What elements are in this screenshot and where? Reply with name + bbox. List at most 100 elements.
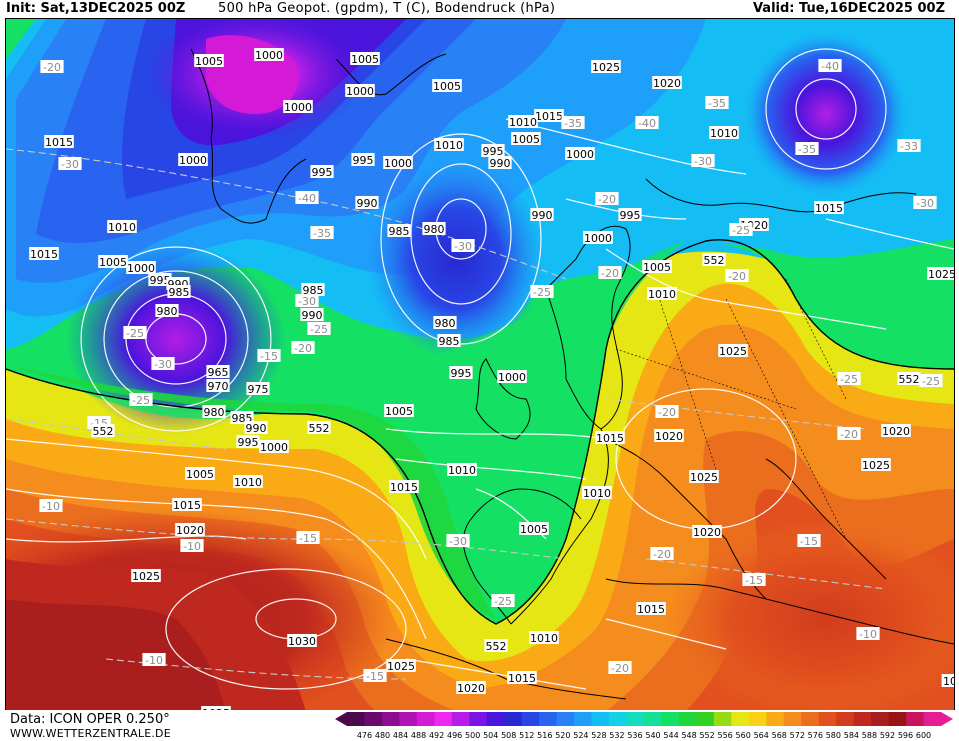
- legend-tick-label: 500: [465, 731, 480, 740]
- legend-tick-label: 512: [519, 731, 534, 740]
- temp-label: -30: [913, 196, 937, 210]
- pressure-label-text: 985: [439, 335, 460, 348]
- legend-tick-label: 484: [393, 731, 408, 740]
- pressure-label: 985: [301, 283, 325, 297]
- legend-swatch: [871, 712, 890, 726]
- temp-label: -15: [363, 669, 387, 683]
- pressure-label-text: 1030: [288, 635, 316, 648]
- temp-label-text: -30: [454, 240, 472, 253]
- pressure-label-text: 1025: [202, 707, 230, 711]
- temp-label: -10: [180, 539, 204, 553]
- pressure-label: 1010: [233, 475, 263, 489]
- temp-label: -30: [691, 154, 715, 168]
- pressure-label: 990: [488, 156, 512, 170]
- pressure-label: 980: [422, 222, 446, 236]
- pressure-label-text: 1005: [99, 256, 127, 269]
- pressure-label-text: 1005: [195, 55, 223, 68]
- pressure-label-text: 1010: [530, 632, 558, 645]
- legend-swatch: [434, 712, 453, 726]
- legend-swatch: [539, 712, 558, 726]
- legend-tick-label: 576: [808, 731, 823, 740]
- pressure-label-text: 1015: [173, 499, 201, 512]
- legend-tick-label: 580: [826, 731, 841, 740]
- legend-swatch: [504, 712, 523, 726]
- map-header: Init: Sat,13DEC2025 00Z 500 hPa Geopot. …: [0, 0, 959, 18]
- weather-map[interactable]: 1005 1000 1005 1000 1005 1025 1020 1015 1000 1000…: [5, 18, 955, 712]
- pressure-label: 1010: [508, 115, 538, 129]
- legend-tick-label: 544: [663, 731, 678, 740]
- temp-label-text: -20: [294, 342, 312, 355]
- pressure-label-text: 985: [389, 225, 410, 238]
- temp-label-text: -20: [43, 61, 61, 74]
- legend-tick-label: 536: [627, 731, 642, 740]
- temp-label: -35: [561, 116, 585, 130]
- temp-label-text: -40: [638, 117, 656, 130]
- isohypse-label: 552: [91, 424, 115, 438]
- pressure-label: 1000: [383, 156, 413, 170]
- pressure-label: 1005: [511, 132, 541, 146]
- temp-label: -30: [151, 357, 175, 371]
- pressure-label: 1005: [432, 79, 462, 93]
- temp-label: -40: [818, 59, 842, 73]
- pressure-label: 1005: [642, 260, 672, 274]
- pressure-label: 990: [355, 196, 379, 210]
- pressure-label: 980: [433, 316, 457, 330]
- green-band: [6, 241, 686, 624]
- legend-tick-label: 480: [375, 731, 390, 740]
- pressure-label-text: 1020: [653, 77, 681, 90]
- pressure-label: 995: [351, 153, 375, 167]
- pressure-label-text: 985: [303, 284, 324, 297]
- pressure-label-text: 1000: [179, 154, 207, 167]
- temp-label: -30: [451, 239, 475, 253]
- legend-swatch: [801, 712, 820, 726]
- pressure-label-text: 1015: [45, 136, 73, 149]
- legend-swatch: [696, 712, 715, 726]
- pressure-label-text: 1015: [637, 603, 665, 616]
- pressure-label: 1010: [647, 287, 677, 301]
- pressure-label: 1025: [927, 267, 954, 281]
- legend-swatch: [521, 712, 540, 726]
- pressure-label: 1010: [529, 631, 559, 645]
- init-time: Init: Sat,13DEC2025 00Z: [6, 1, 186, 16]
- pressure-label-text: 1000: [566, 148, 594, 161]
- pressure-label-text: 1010: [509, 116, 537, 129]
- isohypse-label: 552: [897, 372, 921, 386]
- temp-label-text: -40: [821, 60, 839, 73]
- legend-tick-label: 516: [537, 731, 552, 740]
- temp-label-text: -35: [564, 117, 582, 130]
- legend-swatch: [818, 712, 837, 726]
- temp-label-text: -15: [299, 532, 317, 545]
- pressure-label-text: 980: [204, 406, 225, 419]
- pressure-label-text: 995: [353, 154, 374, 167]
- temp-label: -10: [856, 627, 880, 641]
- temp-label-text: -30: [154, 358, 172, 371]
- legend-swatch: [556, 712, 575, 726]
- pressure-label: 1010: [447, 463, 477, 477]
- temp-label: -25: [129, 393, 153, 407]
- isohypse-label: 552: [307, 421, 331, 435]
- pressure-label-text: 980: [157, 305, 178, 318]
- website-link[interactable]: WWW.WETTERZENTRALE.DE: [10, 727, 171, 740]
- temp-label-text: -15: [366, 670, 384, 683]
- pressure-label-text: 1005: [186, 468, 214, 481]
- legend-swatch: [399, 712, 418, 726]
- pressure-label-text: 1020: [457, 682, 485, 695]
- pressure-label-text: 975: [248, 383, 269, 396]
- color-legend: 476 480 484 488 492 496 500 504 508 512 516 520 524 5…: [335, 712, 953, 740]
- pressure-label-text: 1010: [435, 139, 463, 152]
- pressure-label: 965: [206, 365, 230, 379]
- pressure-label-text: 1000: [255, 49, 283, 62]
- temp-label: -15: [257, 349, 281, 363]
- pressure-label: 1020: [456, 681, 486, 695]
- legend-swatch: [661, 712, 680, 726]
- temp-label: -25: [491, 594, 515, 608]
- coastlines: [190, 48, 954, 700]
- legend-tick-label: 488: [411, 731, 426, 740]
- temp-label-text: -20: [611, 662, 629, 675]
- pressure-label: 995: [481, 144, 505, 158]
- pressure-label: 1025: [689, 470, 719, 484]
- pressure-label-text: 1015: [30, 248, 58, 261]
- pressure-label-text: 1010: [448, 464, 476, 477]
- legend-swatch: [783, 712, 802, 726]
- pressure-label: 990: [530, 208, 554, 222]
